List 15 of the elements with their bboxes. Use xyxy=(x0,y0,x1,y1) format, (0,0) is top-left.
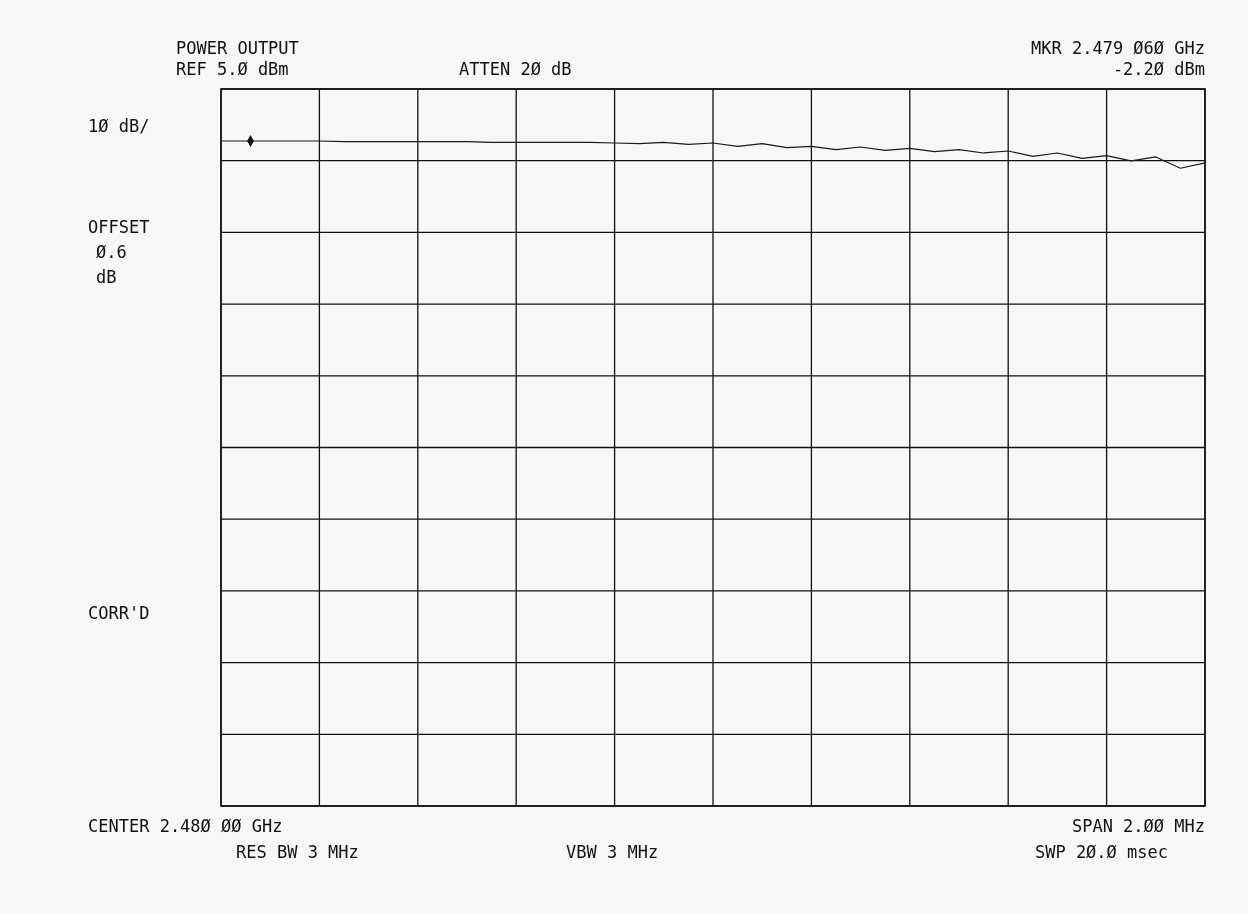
chart-title: POWER OUTPUT xyxy=(176,38,299,58)
text: -2.2Ø dBm xyxy=(1112,59,1205,79)
text: VBW 3 MHz xyxy=(566,842,659,862)
text: dB xyxy=(96,267,117,287)
text: SPAN 2.ØØ MHz xyxy=(1071,816,1205,836)
text: OFFSET xyxy=(88,217,150,237)
text: RES BW 3 MHz xyxy=(236,842,359,862)
text: CORR'D xyxy=(88,603,150,623)
text: CENTER 2.48Ø ØØ GHz xyxy=(88,816,283,836)
text: SWP 2Ø.Ø msec xyxy=(1034,842,1168,862)
text: ATTEN 2Ø dB xyxy=(459,59,572,79)
text: MKR 2.479 Ø6Ø GHz xyxy=(1031,38,1205,58)
text: 1Ø dB/ xyxy=(88,116,150,136)
text: Ø.6 xyxy=(96,242,127,262)
text: REF 5.Ø dBm xyxy=(176,59,289,79)
